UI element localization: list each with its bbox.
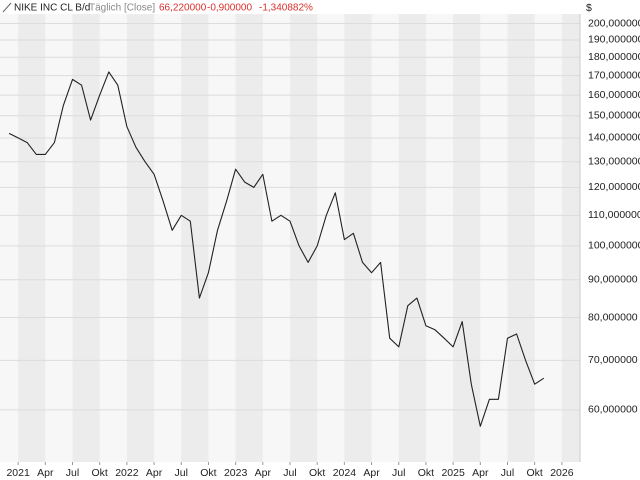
x-tick-label: Okt: [200, 467, 216, 479]
x-tick-label: Apr: [146, 467, 163, 479]
band: [181, 14, 209, 462]
y-tick-label: 110,000000: [588, 209, 640, 221]
x-tick-label: Okt: [309, 467, 325, 479]
icon: [2, 2, 12, 13]
x-tick-label: Okt: [418, 467, 434, 479]
grid: [0, 22, 580, 465]
subtitle: Täglich [Close]: [89, 3, 155, 14]
bands: [0, 14, 580, 462]
band: [18, 14, 46, 462]
x-tick-label: Jul: [392, 467, 405, 479]
x-tick-label: 2025: [441, 467, 465, 479]
x-tick-label: Apr: [472, 467, 489, 479]
y-tick-label: 200,000000: [588, 17, 640, 29]
x-tick-label: Apr: [363, 467, 380, 479]
band: [235, 14, 263, 462]
band: [126, 14, 155, 462]
x-tick-label: 2021: [6, 467, 30, 479]
y-tick-label: 120,000000: [588, 181, 640, 193]
y-tick-label: 80,000000: [588, 311, 638, 323]
x-tick-label: 2023: [224, 467, 248, 479]
x-tick-label: 2024: [333, 467, 357, 479]
x-tick-label: Jul: [175, 467, 188, 479]
band: [344, 14, 372, 462]
y-tick-label: 60,000000: [588, 404, 638, 416]
x-tick-label: Okt: [527, 467, 543, 479]
band: [453, 14, 481, 462]
x-tick-label: Apr: [255, 467, 272, 479]
y-tick-label: 150,000000: [588, 110, 640, 122]
x-tick-label: 2022: [115, 467, 139, 479]
band: [72, 14, 100, 462]
y-tick-label: 180,000000: [588, 51, 640, 63]
x-tick-label: Jul: [66, 467, 79, 479]
price-line: [8, 71, 545, 427]
x-tick-label: 2026: [550, 467, 574, 479]
y-tick-label: 140,000000: [588, 132, 640, 144]
x-tick-label: Apr: [37, 467, 54, 479]
y-tick-label: 70,000000: [588, 354, 638, 366]
change: -0,900000: [207, 3, 252, 14]
last-price: 66,220000: [159, 3, 207, 14]
x-tick-label: Okt: [92, 467, 108, 479]
band: [507, 14, 535, 462]
x-tick-label: Jul: [501, 467, 514, 479]
band: [398, 14, 426, 462]
y-tick-label: 190,000000: [588, 34, 640, 46]
change-percent: -1,340882%: [259, 3, 313, 14]
y-tick-label: 90,000000: [588, 274, 638, 286]
y-axis-label: $: [586, 2, 592, 14]
x-tick-label: Jul: [283, 467, 296, 479]
y-tick-label: 170,000000: [588, 69, 640, 81]
band: [290, 14, 318, 462]
y-tick-label: 130,000000: [588, 156, 640, 168]
y-tick-label: 100,000000: [588, 240, 640, 252]
y-tick-label: 160,000000: [588, 89, 640, 101]
band: [561, 14, 580, 462]
chart-title: NIKE INC CL B/d: [14, 3, 90, 14]
